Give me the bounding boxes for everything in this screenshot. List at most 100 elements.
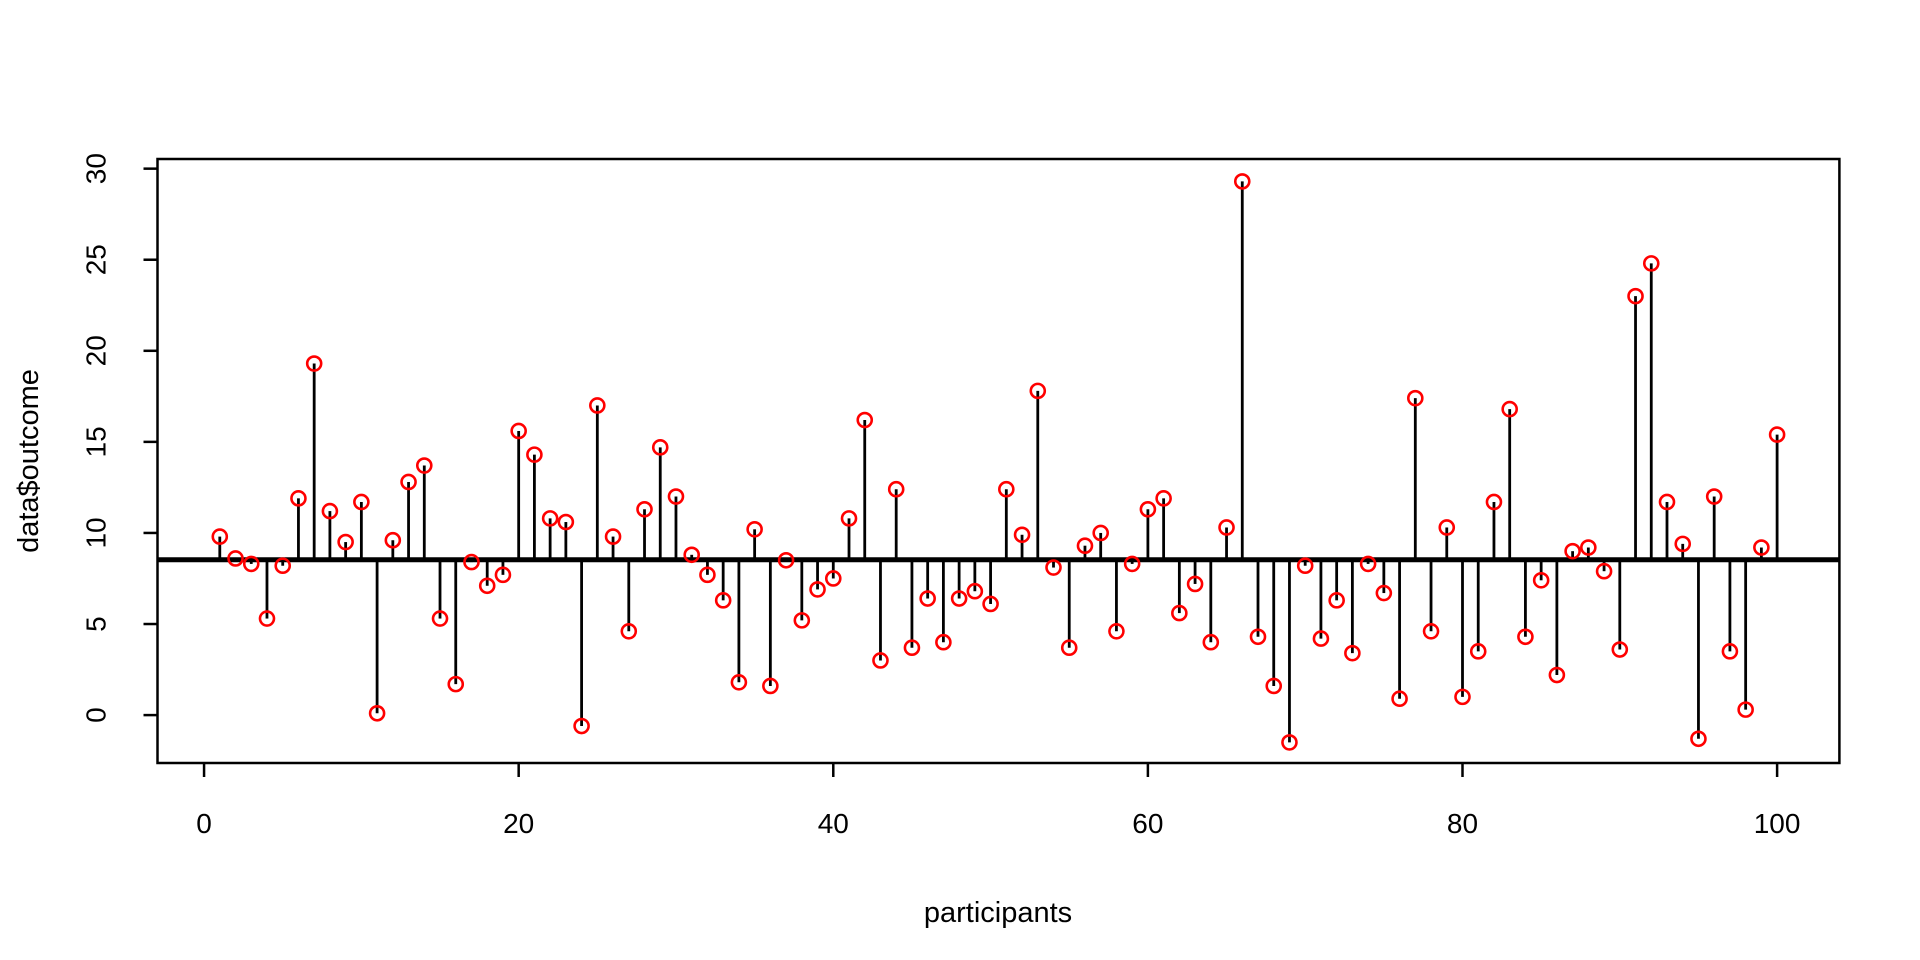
- data-point: [353, 493, 370, 511]
- data-point: [966, 582, 984, 600]
- data-point: [447, 675, 465, 693]
- data-point: [1375, 584, 1393, 602]
- data-point: [683, 546, 701, 564]
- data-point: [1060, 639, 1078, 657]
- data-point: [1705, 488, 1723, 505]
- data-point: [478, 577, 496, 595]
- data-point: [1218, 519, 1235, 536]
- y-tick-label: 20: [81, 335, 112, 366]
- data-point: [746, 521, 763, 538]
- data-point: [1186, 575, 1204, 593]
- data-point: [1123, 555, 1141, 573]
- data-point: [1202, 633, 1220, 651]
- data-point: [510, 422, 527, 440]
- y-axis-ticks: 0 5 10 15 20 25 30: [81, 153, 158, 723]
- y-tick-label: 5: [81, 616, 112, 632]
- data-point: [1768, 426, 1786, 443]
- data-point: [400, 473, 417, 491]
- data-point: [1045, 559, 1062, 576]
- data-point: [1642, 255, 1660, 272]
- data-point: [1422, 623, 1440, 640]
- x-tick-label: 60: [1132, 808, 1163, 839]
- data-point: [1438, 519, 1456, 536]
- data-point: [1532, 572, 1550, 589]
- x-axis-ticks: 0 20 40 60 80 100: [196, 763, 1800, 839]
- data-point: [305, 355, 323, 372]
- data-point: [777, 551, 795, 569]
- y-tick-label: 25: [81, 244, 112, 275]
- data-point: [998, 480, 1015, 498]
- data-point: [431, 610, 449, 627]
- data-point: [1359, 555, 1377, 573]
- data-point: [1281, 734, 1298, 751]
- y-tick-label: 15: [81, 426, 112, 457]
- x-axis-title: participants: [924, 897, 1072, 929]
- data-point: [1690, 730, 1707, 748]
- data-point: [1611, 641, 1629, 658]
- data-point: [809, 581, 826, 598]
- data-point: [1108, 623, 1125, 640]
- data-point: [1517, 628, 1534, 646]
- data-point: [1595, 562, 1613, 580]
- data-point: [1092, 524, 1109, 542]
- data-point: [211, 528, 229, 545]
- data-point: [1233, 173, 1251, 190]
- data-point: [258, 610, 276, 627]
- data-point: [1753, 539, 1770, 556]
- data-point: [1454, 688, 1471, 706]
- data-point: [1265, 677, 1283, 695]
- data-point: [982, 595, 999, 613]
- data-point: [1155, 490, 1172, 507]
- data-point: [1249, 628, 1267, 646]
- data-point: [1296, 557, 1314, 575]
- stems-group: [218, 181, 1779, 743]
- data-point: [227, 550, 244, 567]
- data-point: [856, 411, 874, 429]
- data-point: [699, 566, 716, 584]
- data-point: [824, 570, 842, 587]
- data-point: [1627, 287, 1644, 305]
- points-group: [211, 173, 1786, 751]
- data-point: [1391, 690, 1408, 708]
- data-point: [935, 633, 952, 651]
- y-tick-label: 0: [81, 707, 112, 723]
- data-point: [1674, 535, 1692, 553]
- data-point: [636, 500, 653, 518]
- data-point: [604, 528, 622, 545]
- data-point: [526, 446, 543, 463]
- data-point: [714, 592, 732, 609]
- data-point: [337, 533, 354, 551]
- data-point: [887, 480, 905, 498]
- data-point: [1658, 493, 1676, 511]
- x-tick-label: 80: [1447, 808, 1478, 839]
- data-point: [1312, 630, 1330, 647]
- data-point: [620, 623, 638, 640]
- data-point: [290, 490, 307, 507]
- plot-frame: [156, 157, 1841, 765]
- data-point: [793, 612, 811, 629]
- data-point: [1139, 500, 1157, 518]
- data-point: [1013, 526, 1031, 544]
- data-point: [1328, 592, 1345, 609]
- data-point: [274, 557, 292, 575]
- data-point: [1548, 666, 1566, 684]
- data-point: [557, 513, 575, 531]
- x-tick-label: 0: [196, 808, 212, 839]
- data-point: [1029, 382, 1047, 400]
- data-point: [541, 510, 559, 527]
- data-point: [1580, 539, 1597, 556]
- data-point: [1485, 493, 1503, 511]
- data-point: [1171, 604, 1188, 622]
- data-point: [903, 639, 921, 657]
- data-point: [1501, 400, 1518, 418]
- data-point: [368, 704, 386, 722]
- y-tick-label: 30: [81, 153, 112, 184]
- data-point: [730, 674, 748, 691]
- data-point: [762, 677, 779, 695]
- x-tick-label: 100: [1754, 808, 1801, 839]
- data-point: [463, 553, 480, 571]
- data-point: [1737, 701, 1754, 718]
- data-point: [1076, 537, 1094, 554]
